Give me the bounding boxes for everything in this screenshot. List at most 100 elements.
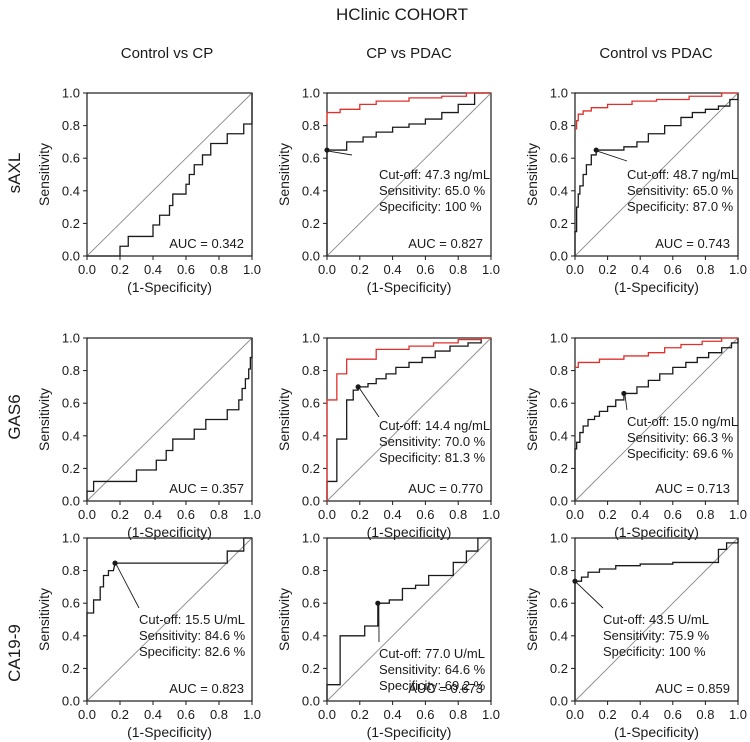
cutoff-annotation-line: Cut-off: 48.7 ng/mL [627,167,738,182]
x-tick-label: 0.8 [210,507,228,522]
y-tick-label: 0.0 [550,494,568,509]
y-tick-label: 0.6 [62,151,80,166]
x-tick-label: 0.0 [566,707,584,722]
x-tick-label: 0.2 [351,262,369,277]
x-tick-label: 0.2 [599,507,617,522]
y-tick-label: 0.2 [302,216,320,231]
roc-panel-r2-c0: 0.0 0.2 0.4 0.6 0.8 1.0 0.0 0.2 0.4 0.6 0.8 1.0 (1-S… [36,531,261,741]
x-tick-label: 0.0 [78,707,96,722]
y-tick-label: 0.8 [302,563,320,578]
roc-curve-red [326,92,491,124]
auc-label: AUC = 0.770 [408,481,483,496]
roc-panel-r0-c0: 0.0 0.2 0.4 0.6 0.8 1.0 0.0 0.2 0.4 0.6 0.8 1.0 (1-S… [36,86,261,296]
y-tick-label: 0.8 [550,563,568,578]
row-title-saxl: sAXL [5,153,24,194]
roc-curve [326,92,491,256]
roc-curve [574,338,739,501]
x-tick-label: 0.0 [566,507,584,522]
roc-curve-red [575,92,738,130]
y-tick-label: 0.0 [62,494,80,509]
y-tick-label: 0.8 [550,363,568,378]
y-tick-label: 0.4 [302,628,320,643]
y-tick-label: 0.8 [62,563,80,578]
plot-frame [86,337,253,502]
x-tick-label: 0.8 [210,707,228,722]
roc-panel-r2-c1: 0.0 0.2 0.4 0.6 0.8 1.0 0.0 0.2 0.4 0.6 0.8 1.0 (1-S… [276,531,500,741]
x-axis-label: (1-Specificity) [367,724,452,740]
auc-label: AUC = 0.743 [655,236,730,251]
cutoff-annotation-line: Cut-off: 43.5 U/mL [603,612,709,627]
y-tick-label: 1.0 [62,531,80,546]
roc-panel-r1-c2: 0.0 0.2 0.4 0.6 0.8 1.0 0.0 0.2 0.4 0.6 0.8 1.0 (1-S… [524,331,747,541]
auc-label: AUC = 0.713 [655,481,730,496]
y-tick-label: 1.0 [550,86,568,101]
y-tick-label: 0.6 [302,396,320,411]
y-tick-label: 0.2 [550,661,568,676]
cutoff-annotation-line: Specificity: 82.6 % [139,644,246,659]
x-axis-label: (1-Specificity) [367,524,452,540]
x-tick-label: 0.4 [144,707,162,722]
y-tick-label: 0.4 [62,628,80,643]
y-tick-label: 0.0 [550,694,568,709]
reference-diagonal [326,337,492,502]
x-tick-label: 1.0 [729,707,747,722]
x-tick-label: 0.8 [210,262,228,277]
y-tick-label: 0.8 [550,118,568,133]
roc-curve [326,337,491,501]
cutoff-annotation-line: Specificity: 100 % [379,199,482,214]
x-axis-label: (1-Specificity) [614,524,699,540]
x-tick-label: 0.4 [384,507,402,522]
x-tick-label: 0.4 [384,707,402,722]
reference-diagonal [86,337,253,502]
auc-label: AUC = 0.823 [169,681,244,696]
x-axis-label: (1-Specificity) [127,524,212,540]
cutoff-annotation-line: Specificity: 69.2 % [379,678,486,693]
cutoff-annotation-line: Specificity: 87.0 % [627,199,734,214]
roc-curve [86,537,252,701]
reference-diagonal [574,537,739,702]
x-tick-label: 0.6 [664,707,682,722]
y-tick-label: 0.8 [62,118,80,133]
y-tick-label: 0.4 [302,183,320,198]
x-tick-label: 1.0 [243,707,261,722]
cutoff-annotation-line: Sensitivity: 66.3 % [627,430,734,445]
roc-panel-r0-c1: 0.0 0.2 0.4 0.6 0.8 1.0 0.0 0.2 0.4 0.6 0.8 1.0 (1-S… [276,86,500,296]
x-tick-label: 0.4 [144,262,162,277]
y-tick-label: 0.0 [302,694,320,709]
roc-panel-r1-c1: 0.0 0.2 0.4 0.6 0.8 1.0 0.0 0.2 0.4 0.6 0.8 1.0 (1-S… [276,331,500,541]
figure-title: HClinic COHORT [336,5,468,24]
y-tick-label: 0.2 [550,216,568,231]
y-tick-label: 1.0 [62,86,80,101]
cutoff-pointer [624,394,628,411]
y-tick-label: 0.2 [62,216,80,231]
x-tick-label: 0.0 [318,507,336,522]
cutoff-annotation-line: Specificity: 69.6 % [627,446,734,461]
roc-panel-r1-c0: 0.0 0.2 0.4 0.6 0.8 1.0 0.0 0.2 0.4 0.6 0.8 1.0 (1-S… [36,331,261,541]
y-tick-label: 0.6 [62,396,80,411]
x-tick-label: 0.4 [631,507,649,522]
y-tick-label: 0.2 [550,461,568,476]
x-axis-label: (1-Specificity) [614,279,699,295]
y-tick-label: 0.6 [550,596,568,611]
x-tick-label: 0.6 [416,507,434,522]
y-tick-label: 0.4 [62,183,80,198]
cutoff-annotation-line: Cut-off: 15.0 ng/mL [627,414,738,429]
y-axis-label: Sensitivity [36,588,52,651]
y-tick-label: 0.4 [550,183,568,198]
x-tick-label: 0.2 [599,262,617,277]
y-tick-label: 0.6 [62,596,80,611]
x-tick-label: 0.2 [599,707,617,722]
x-tick-label: 0.2 [351,507,369,522]
plot-frame [574,92,739,257]
cutoff-annotation-line: Sensitivity: 75.9 % [603,628,710,643]
cutoff-pointer [327,150,353,156]
plot-frame [86,92,253,257]
cutoff-annotation-line: Cut-off: 77.0 U/mL [379,646,485,661]
y-tick-label: 1.0 [302,86,320,101]
roc-curve [86,338,253,501]
roc-panel-r0-c2: 0.0 0.2 0.4 0.6 0.8 1.0 0.0 0.2 0.4 0.6 0.8 1.0 (1-S… [524,86,747,296]
x-tick-label: 1.0 [482,707,500,722]
y-tick-label: 0.2 [62,461,80,476]
y-tick-label: 0.2 [62,661,80,676]
y-tick-label: 0.0 [302,494,320,509]
